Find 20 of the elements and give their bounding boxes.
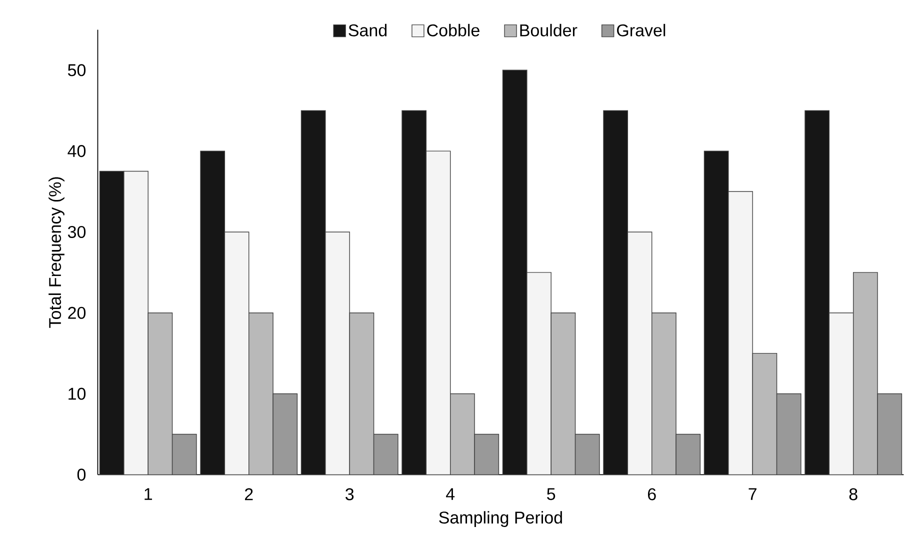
x-tick-label: 2 [244,488,253,500]
x-tick-label: 7 [748,488,756,500]
legend-label: Gravel [617,24,666,36]
y-tick-label: 30 [68,226,86,238]
legend-label: Sand [348,24,387,36]
legend-label: Cobble [427,24,480,36]
y-tick-label: 0 [77,468,86,481]
x-axis-title: Sampling Period [439,511,562,527]
y-tick-label: 20 [68,306,86,319]
x-tick-label: 1 [144,488,152,500]
y-tick-label: 10 [68,388,86,400]
y-axis-title: Total Frequency (%) [48,177,64,328]
x-tick-label: 3 [346,488,354,500]
y-tick-label: 50 [68,64,86,76]
x-tick-label: 6 [648,488,656,500]
y-tick-label: 40 [68,145,86,158]
x-tick-label: 4 [446,488,455,500]
x-tick-label: 5 [547,488,556,500]
x-tick-label: 8 [849,488,858,500]
legend-label: Boulder [520,24,578,36]
